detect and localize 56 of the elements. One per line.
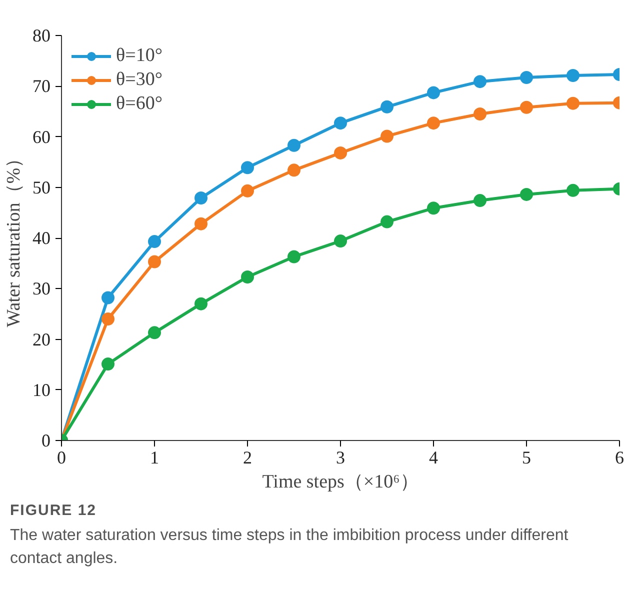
x-tick-label: 3 bbox=[336, 448, 345, 468]
y-tick-label: 40 bbox=[32, 228, 50, 248]
point bbox=[380, 100, 394, 114]
y-tick-label: 80 bbox=[32, 26, 50, 46]
point bbox=[334, 146, 347, 160]
point bbox=[474, 194, 486, 208]
point bbox=[194, 192, 208, 204]
y-tick-label: 60 bbox=[32, 126, 50, 147]
point bbox=[520, 71, 533, 84]
legend-label: θ=60° bbox=[116, 93, 162, 115]
point bbox=[474, 107, 486, 120]
point bbox=[148, 255, 161, 268]
x-axis-title: Time steps（×10⁶） bbox=[262, 472, 419, 492]
point bbox=[102, 312, 114, 326]
x-tick-label: 0 bbox=[57, 448, 66, 468]
x-tick-label: 1 bbox=[150, 448, 159, 468]
point bbox=[566, 69, 580, 82]
point bbox=[288, 250, 300, 264]
point bbox=[241, 161, 254, 174]
point bbox=[148, 326, 161, 340]
text: FIGURE 12 bbox=[10, 501, 98, 521]
point bbox=[380, 215, 394, 228]
point bbox=[474, 75, 486, 88]
y-tick-label: 20 bbox=[32, 329, 50, 350]
y-tick-label: 30 bbox=[32, 278, 50, 299]
point bbox=[427, 86, 440, 100]
point bbox=[520, 100, 533, 114]
legend-label: θ=30° bbox=[116, 69, 162, 91]
x-tick-label: 2 bbox=[243, 448, 252, 468]
y-tick-label: 0 bbox=[42, 430, 50, 450]
point bbox=[380, 130, 394, 143]
x-tick-label: 6 bbox=[615, 448, 624, 468]
point bbox=[566, 184, 580, 197]
point bbox=[334, 234, 347, 248]
text: The water saturation versus time steps in the imbibition process under different contact angles. bbox=[10, 526, 570, 569]
point bbox=[194, 297, 208, 310]
legend-label: θ=10° bbox=[116, 45, 162, 67]
point bbox=[288, 138, 300, 152]
point bbox=[102, 358, 114, 371]
x-tick-label: 5 bbox=[522, 448, 531, 468]
point bbox=[427, 116, 440, 130]
point bbox=[520, 188, 533, 201]
y-tick-label: 70 bbox=[32, 76, 50, 96]
y-tick-label: 10 bbox=[32, 380, 50, 400]
y-axis-title: Water saturation（%） bbox=[4, 148, 24, 328]
point bbox=[241, 184, 254, 198]
y-tick-label: 50 bbox=[32, 177, 50, 198]
point bbox=[148, 235, 161, 248]
point bbox=[102, 291, 114, 304]
point bbox=[566, 96, 580, 110]
point bbox=[334, 116, 347, 130]
point bbox=[288, 164, 300, 177]
point bbox=[427, 202, 440, 215]
x-tick-label: 4 bbox=[429, 448, 438, 468]
point bbox=[241, 270, 254, 284]
point bbox=[194, 217, 208, 230]
